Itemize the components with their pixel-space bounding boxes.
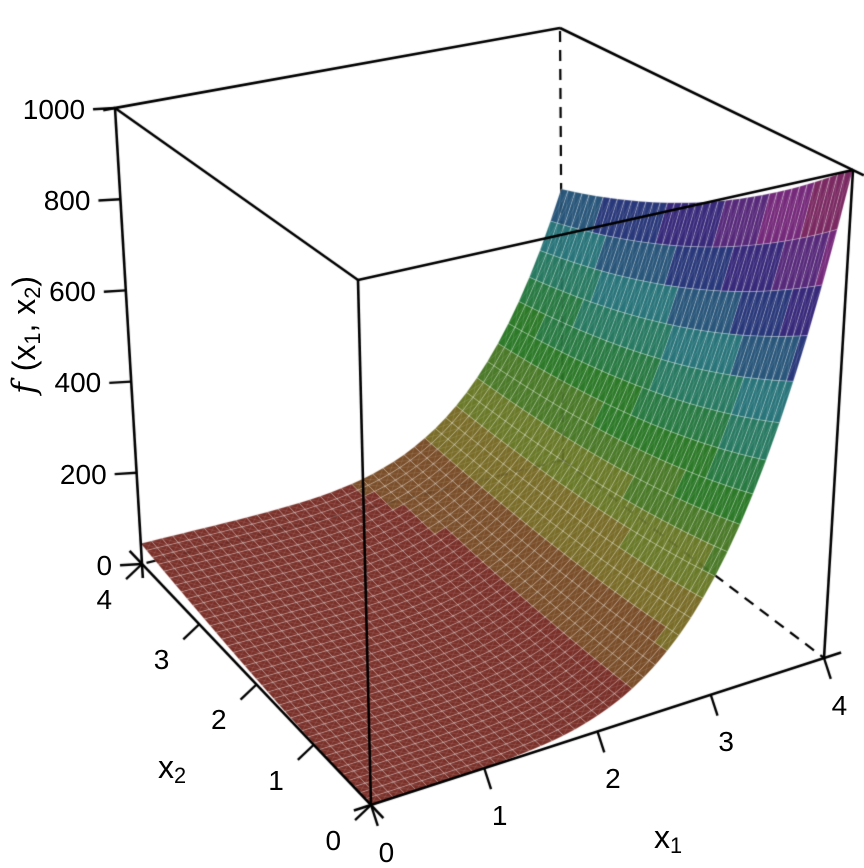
x1-axis-label: x1 (654, 821, 682, 857)
x2-axis-label: x2 (158, 751, 186, 787)
z-axis-label-sub2: 2 (20, 286, 46, 299)
z-axis-label-open: (x (6, 344, 43, 381)
z-axis-label: f (x1, x2) (5, 275, 46, 395)
z-axis-label-sub1: 1 (20, 332, 46, 345)
x2-axis-label-sub: 2 (173, 763, 187, 789)
z-axis-label-sep: , x (6, 298, 43, 333)
z-axis-label-f: f (5, 382, 44, 395)
x1-axis-label-sub: 1 (669, 833, 683, 859)
x1-axis-label-base: x (653, 819, 670, 856)
z-axis-label-close: ) (6, 275, 43, 287)
x2-axis-label-base: x (157, 749, 174, 786)
